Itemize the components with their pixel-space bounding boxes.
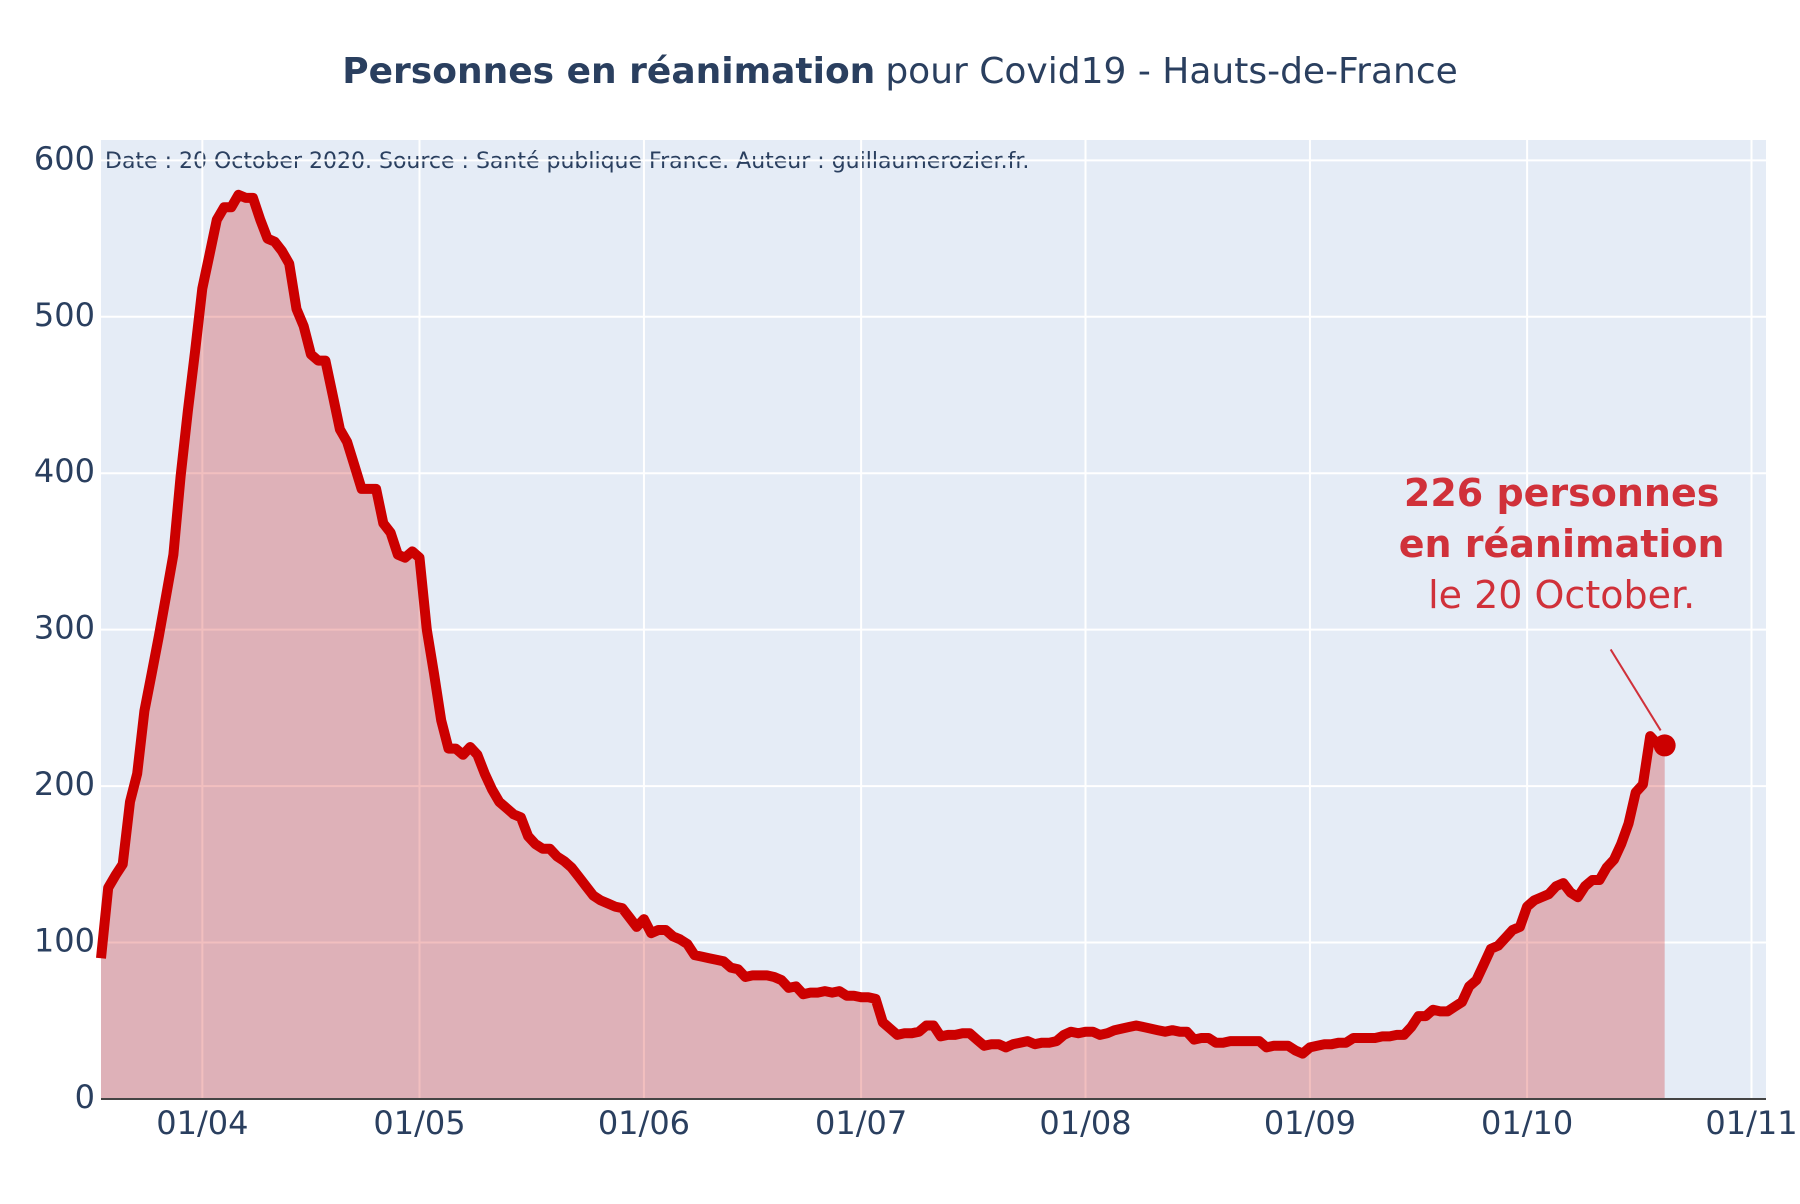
annotation-text: 226 personnes: [1404, 471, 1720, 515]
subtitle: Date : 20 October 2020. Source : Santé p…: [105, 149, 1029, 174]
line: [96, 189, 1666, 1059]
x-tick-label: 01/11: [1705, 1104, 1797, 1142]
plot-background: [101, 140, 1766, 1099]
y-tick-label: 600: [34, 139, 95, 177]
y-tick-label: 500: [34, 296, 95, 334]
last-point: [1653, 734, 1676, 757]
chart-title: Personnes en réanimation pour Covid19 - H…: [342, 51, 1458, 92]
annotation-text: le 20 October.: [1428, 573, 1695, 617]
annotation-arrow: [1609, 648, 1662, 731]
x-tick-label: 01/10: [1481, 1104, 1573, 1142]
x-tick-label: 01/04: [156, 1104, 248, 1142]
x-tick-label: 01/08: [1039, 1104, 1131, 1142]
y-tick-label: 300: [34, 609, 95, 647]
y-tick-label: 100: [34, 922, 95, 960]
y-tick-label: 400: [34, 452, 95, 490]
y-tick-label: 0: [75, 1078, 95, 1116]
area: [101, 194, 1665, 1100]
title-rest: pour Covid19 - Hauts-de-France: [885, 51, 1457, 92]
annotation-text: en réanimation: [1399, 522, 1725, 566]
x-tick-label: 01/06: [598, 1104, 690, 1142]
title-bold: Personnes en réanimation: [342, 51, 875, 92]
x-tick-label: 01/09: [1264, 1104, 1356, 1142]
x-tick-label: 01/07: [815, 1104, 907, 1142]
x-tick-label: 01/05: [373, 1104, 465, 1142]
y-tick-label: 200: [34, 765, 95, 803]
